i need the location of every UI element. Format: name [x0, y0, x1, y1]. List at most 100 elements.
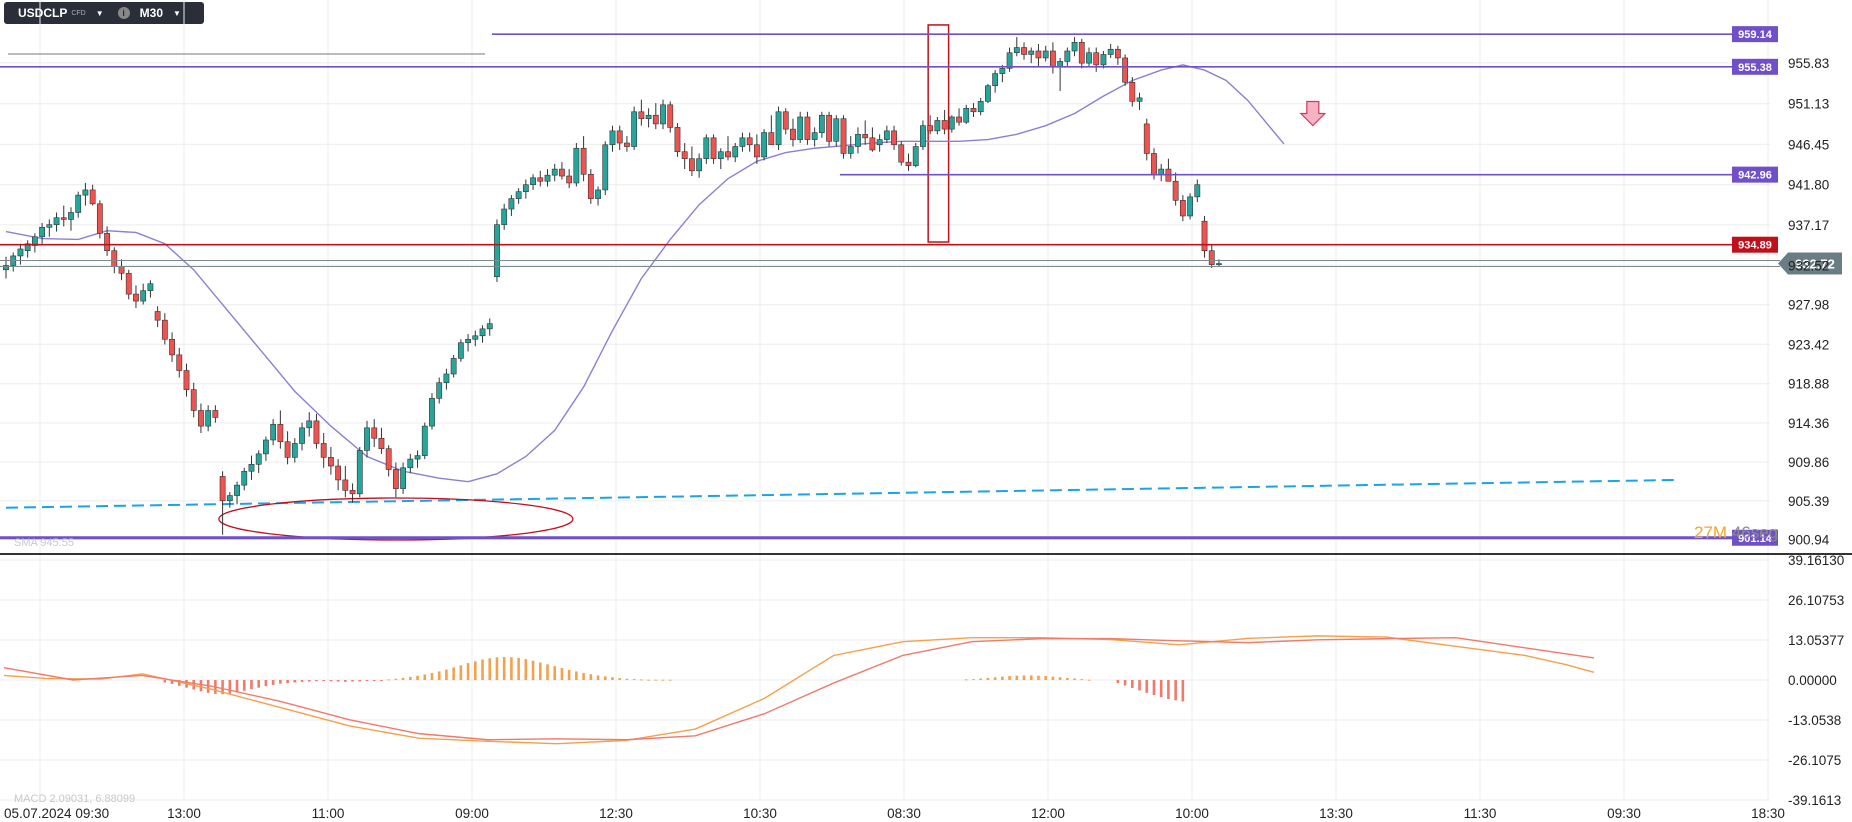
macd-bar	[279, 680, 282, 684]
candle-body	[1143, 123, 1150, 154]
candle	[472, 330, 479, 347]
price-tick-label: 923.42	[1788, 337, 1829, 352]
candle	[587, 169, 594, 204]
macd-tick-label: -13.0538	[1788, 713, 1841, 728]
candle-body	[407, 458, 414, 469]
candle-body	[1194, 184, 1201, 198]
candle-body	[450, 358, 457, 375]
candle	[349, 483, 356, 503]
level-tag	[1732, 529, 1778, 546]
candle-body	[1050, 50, 1056, 67]
candle-body	[234, 484, 240, 496]
candle-body	[977, 101, 984, 113]
info-icon[interactable]: i	[117, 7, 130, 19]
symbol-label[interactable]: USDCLP	[18, 6, 68, 20]
candle-body	[125, 272, 132, 295]
timeframe-label[interactable]: M30	[139, 6, 163, 20]
macd-line	[3, 635, 1595, 745]
macd-bar	[1008, 676, 1011, 680]
candle	[198, 403, 204, 434]
candle-body	[1179, 200, 1186, 217]
candle	[1078, 38, 1085, 69]
candle-body	[161, 319, 168, 340]
candle-body	[985, 85, 991, 102]
candle	[934, 116, 941, 135]
candle-body	[39, 226, 45, 238]
candle	[927, 115, 934, 135]
candle	[320, 433, 327, 468]
macd-bar	[1058, 677, 1062, 680]
macd-bar	[488, 658, 492, 680]
candle	[226, 492, 233, 508]
candle	[371, 419, 378, 447]
candle-body	[941, 120, 948, 130]
candle-body	[804, 116, 811, 140]
macd-bar	[1138, 680, 1141, 691]
candle	[205, 405, 212, 432]
candle-body	[703, 137, 710, 159]
macd-bar	[611, 677, 614, 680]
candle	[869, 127, 876, 152]
candle-body	[768, 132, 775, 146]
candle-body	[248, 464, 255, 472]
candle-body	[1093, 52, 1100, 66]
candle	[190, 382, 197, 418]
macd-bar	[1159, 680, 1163, 698]
candle-body	[169, 338, 175, 356]
candle	[602, 141, 609, 196]
macd-tick-label: 13.05377	[1788, 633, 1844, 648]
candle-body	[775, 111, 782, 146]
candle	[96, 200, 103, 239]
candle	[826, 111, 832, 147]
macd-bar	[502, 657, 506, 680]
candle	[956, 108, 962, 126]
symbol-chevron-down-icon[interactable]: ▼	[95, 8, 104, 18]
candle-body	[818, 114, 825, 133]
candle-body	[486, 323, 493, 330]
candle-body	[638, 111, 645, 120]
candle-body	[559, 168, 565, 177]
candle	[1086, 47, 1092, 67]
candle-body	[681, 151, 688, 159]
candle-body	[1100, 54, 1107, 66]
time-tick-label: 18:30	[1751, 806, 1785, 821]
candle-body	[710, 137, 717, 159]
macd-bar	[1066, 677, 1069, 680]
level-tag-label: 942.96	[1738, 170, 1772, 182]
candle	[60, 205, 67, 227]
candle	[1021, 42, 1027, 60]
candle	[1064, 47, 1071, 67]
macd-bar	[416, 675, 419, 680]
macd-bar	[1174, 680, 1177, 701]
candle-body	[457, 342, 464, 359]
candle	[1028, 47, 1035, 64]
candle-body	[1021, 47, 1027, 55]
timeframe-chevron-down-icon[interactable]: ▼	[173, 8, 181, 18]
candle	[551, 163, 558, 182]
candle-body	[920, 125, 926, 147]
candle	[1035, 44, 1042, 67]
macd-bar	[964, 679, 968, 681]
candle	[219, 471, 226, 535]
macd-bar	[1015, 675, 1019, 680]
candle	[1071, 37, 1078, 57]
candle-body	[371, 427, 378, 439]
candle-body	[667, 104, 674, 128]
time-tick-label: 12:30	[599, 806, 633, 821]
macd-bar	[293, 680, 297, 683]
symbol-toolbar[interactable]: USDCLP CFD ▼ i M30 ▼	[4, 2, 204, 24]
candle	[486, 318, 493, 336]
candle	[392, 462, 399, 498]
candle-body	[508, 198, 515, 210]
candle-body	[3, 265, 9, 271]
time-tick-label: 05.07.2024 09:30	[4, 806, 109, 821]
candle-body	[118, 266, 125, 274]
macd-bar	[517, 657, 520, 680]
candle	[335, 459, 342, 491]
candle	[638, 99, 645, 126]
candle	[883, 125, 890, 144]
candle	[1042, 45, 1049, 62]
sell-arrow-icon	[1299, 100, 1327, 127]
candle	[847, 136, 854, 159]
